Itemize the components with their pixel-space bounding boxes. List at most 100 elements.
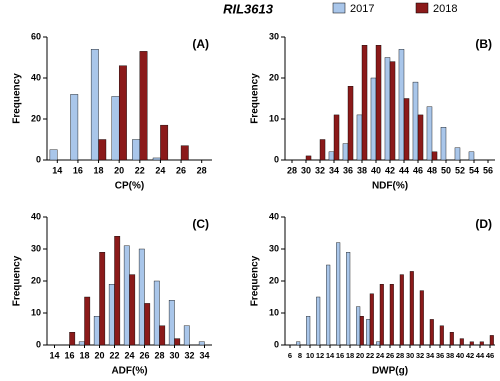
bar: [319, 139, 326, 161]
bar: [198, 341, 205, 346]
x-tick-label: 28: [197, 165, 207, 175]
bar: [296, 341, 301, 346]
x-tick-label: 34: [199, 350, 209, 360]
x-tick-label: 34: [329, 165, 339, 175]
bar: [153, 280, 160, 346]
y-tick-label: 20: [269, 72, 279, 82]
x-tick-label: 20: [114, 165, 124, 175]
bar: [440, 126, 447, 161]
x-tick-label: 46: [486, 351, 494, 360]
bar: [398, 49, 405, 161]
bar: [469, 341, 474, 346]
x-tick-label: 20: [356, 351, 364, 360]
x-tick-label: 12: [316, 351, 324, 360]
x-tick-label: 16: [336, 351, 344, 360]
bar: [359, 316, 364, 346]
y-axis-label: Frequency: [12, 255, 23, 306]
x-tick-label: 24: [155, 165, 165, 175]
bar: [479, 341, 484, 346]
bar: [114, 235, 121, 346]
bar: [159, 325, 166, 346]
bar: [459, 338, 464, 346]
x-tick-label: 14: [326, 351, 335, 360]
bar: [384, 57, 391, 161]
bar: [144, 303, 151, 346]
x-axis-label: NDF(%): [372, 181, 408, 192]
bar: [419, 290, 424, 346]
y-tick-label: 40: [31, 72, 41, 82]
x-tick-label: 44: [399, 165, 409, 175]
bar: [375, 45, 382, 161]
x-tick-label: 48: [427, 165, 437, 175]
bar: [174, 338, 181, 346]
chart-title: RIL3613: [223, 1, 274, 16]
x-tick-label: 32: [315, 165, 325, 175]
bar: [129, 274, 136, 346]
y-tick-label: 20: [269, 275, 279, 285]
bar: [84, 296, 91, 346]
x-tick-label: 8: [298, 351, 302, 360]
x-tick-label: 22: [366, 351, 374, 360]
bar: [316, 296, 321, 346]
x-tick-label: 30: [406, 351, 414, 360]
x-tick-label: 20: [94, 350, 104, 360]
bar: [417, 114, 424, 161]
panel-label: (B): [475, 37, 492, 51]
x-tick-label: 22: [135, 165, 145, 175]
x-tick-label: 10: [306, 351, 314, 360]
x-tick-label: 24: [376, 351, 385, 360]
x-tick-label: 18: [94, 165, 104, 175]
bar: [90, 49, 99, 161]
bar: [139, 51, 148, 161]
bar: [328, 151, 335, 161]
bar: [399, 274, 404, 346]
y-tick-label: 0: [274, 154, 279, 164]
bar: [93, 316, 100, 346]
x-tick-label: 50: [441, 165, 451, 175]
bar: [183, 325, 190, 346]
x-tick-label: 28: [154, 350, 164, 360]
y-axis-label: Frequency: [250, 73, 261, 124]
x-tick-label: 26: [139, 350, 149, 360]
bar: [389, 61, 396, 161]
y-tick-label: 20: [31, 275, 41, 285]
y-tick-label: 0: [36, 154, 41, 164]
x-tick-label: 14: [49, 350, 59, 360]
bar: [69, 332, 76, 346]
bar: [160, 124, 169, 161]
bar: [426, 106, 433, 161]
x-tick-label: 56: [483, 165, 493, 175]
bar: [118, 65, 127, 161]
y-tick-label: 0: [36, 339, 41, 349]
x-tick-label: 52: [455, 165, 465, 175]
bar: [99, 251, 106, 346]
y-tick-label: 30: [269, 31, 279, 41]
x-tick-label: 40: [456, 351, 464, 360]
x-tick-label: 44: [476, 351, 485, 360]
x-tick-label: 42: [385, 165, 395, 175]
x-tick-label: 18: [346, 351, 354, 360]
x-tick-label: 40: [371, 165, 381, 175]
legend-label: 2017: [350, 3, 374, 15]
bar: [409, 271, 414, 346]
bar: [138, 248, 145, 346]
bar: [376, 341, 381, 346]
x-tick-label: 34: [426, 351, 435, 360]
bar: [366, 319, 371, 346]
bar: [346, 251, 351, 346]
bar: [326, 264, 331, 346]
bar: [98, 139, 107, 161]
bar: [361, 45, 368, 161]
y-tick-label: 0: [274, 339, 279, 349]
y-tick-label: 40: [269, 211, 279, 221]
bar: [379, 284, 384, 346]
x-tick-label: 16: [73, 165, 83, 175]
y-tick-label: 10: [31, 307, 41, 317]
x-tick-label: 26: [176, 165, 186, 175]
x-axis-label: DWP(g): [372, 366, 408, 377]
bar: [342, 143, 349, 161]
y-tick-label: 40: [31, 211, 41, 221]
bar: [389, 284, 394, 346]
x-tick-label: 42: [466, 351, 474, 360]
